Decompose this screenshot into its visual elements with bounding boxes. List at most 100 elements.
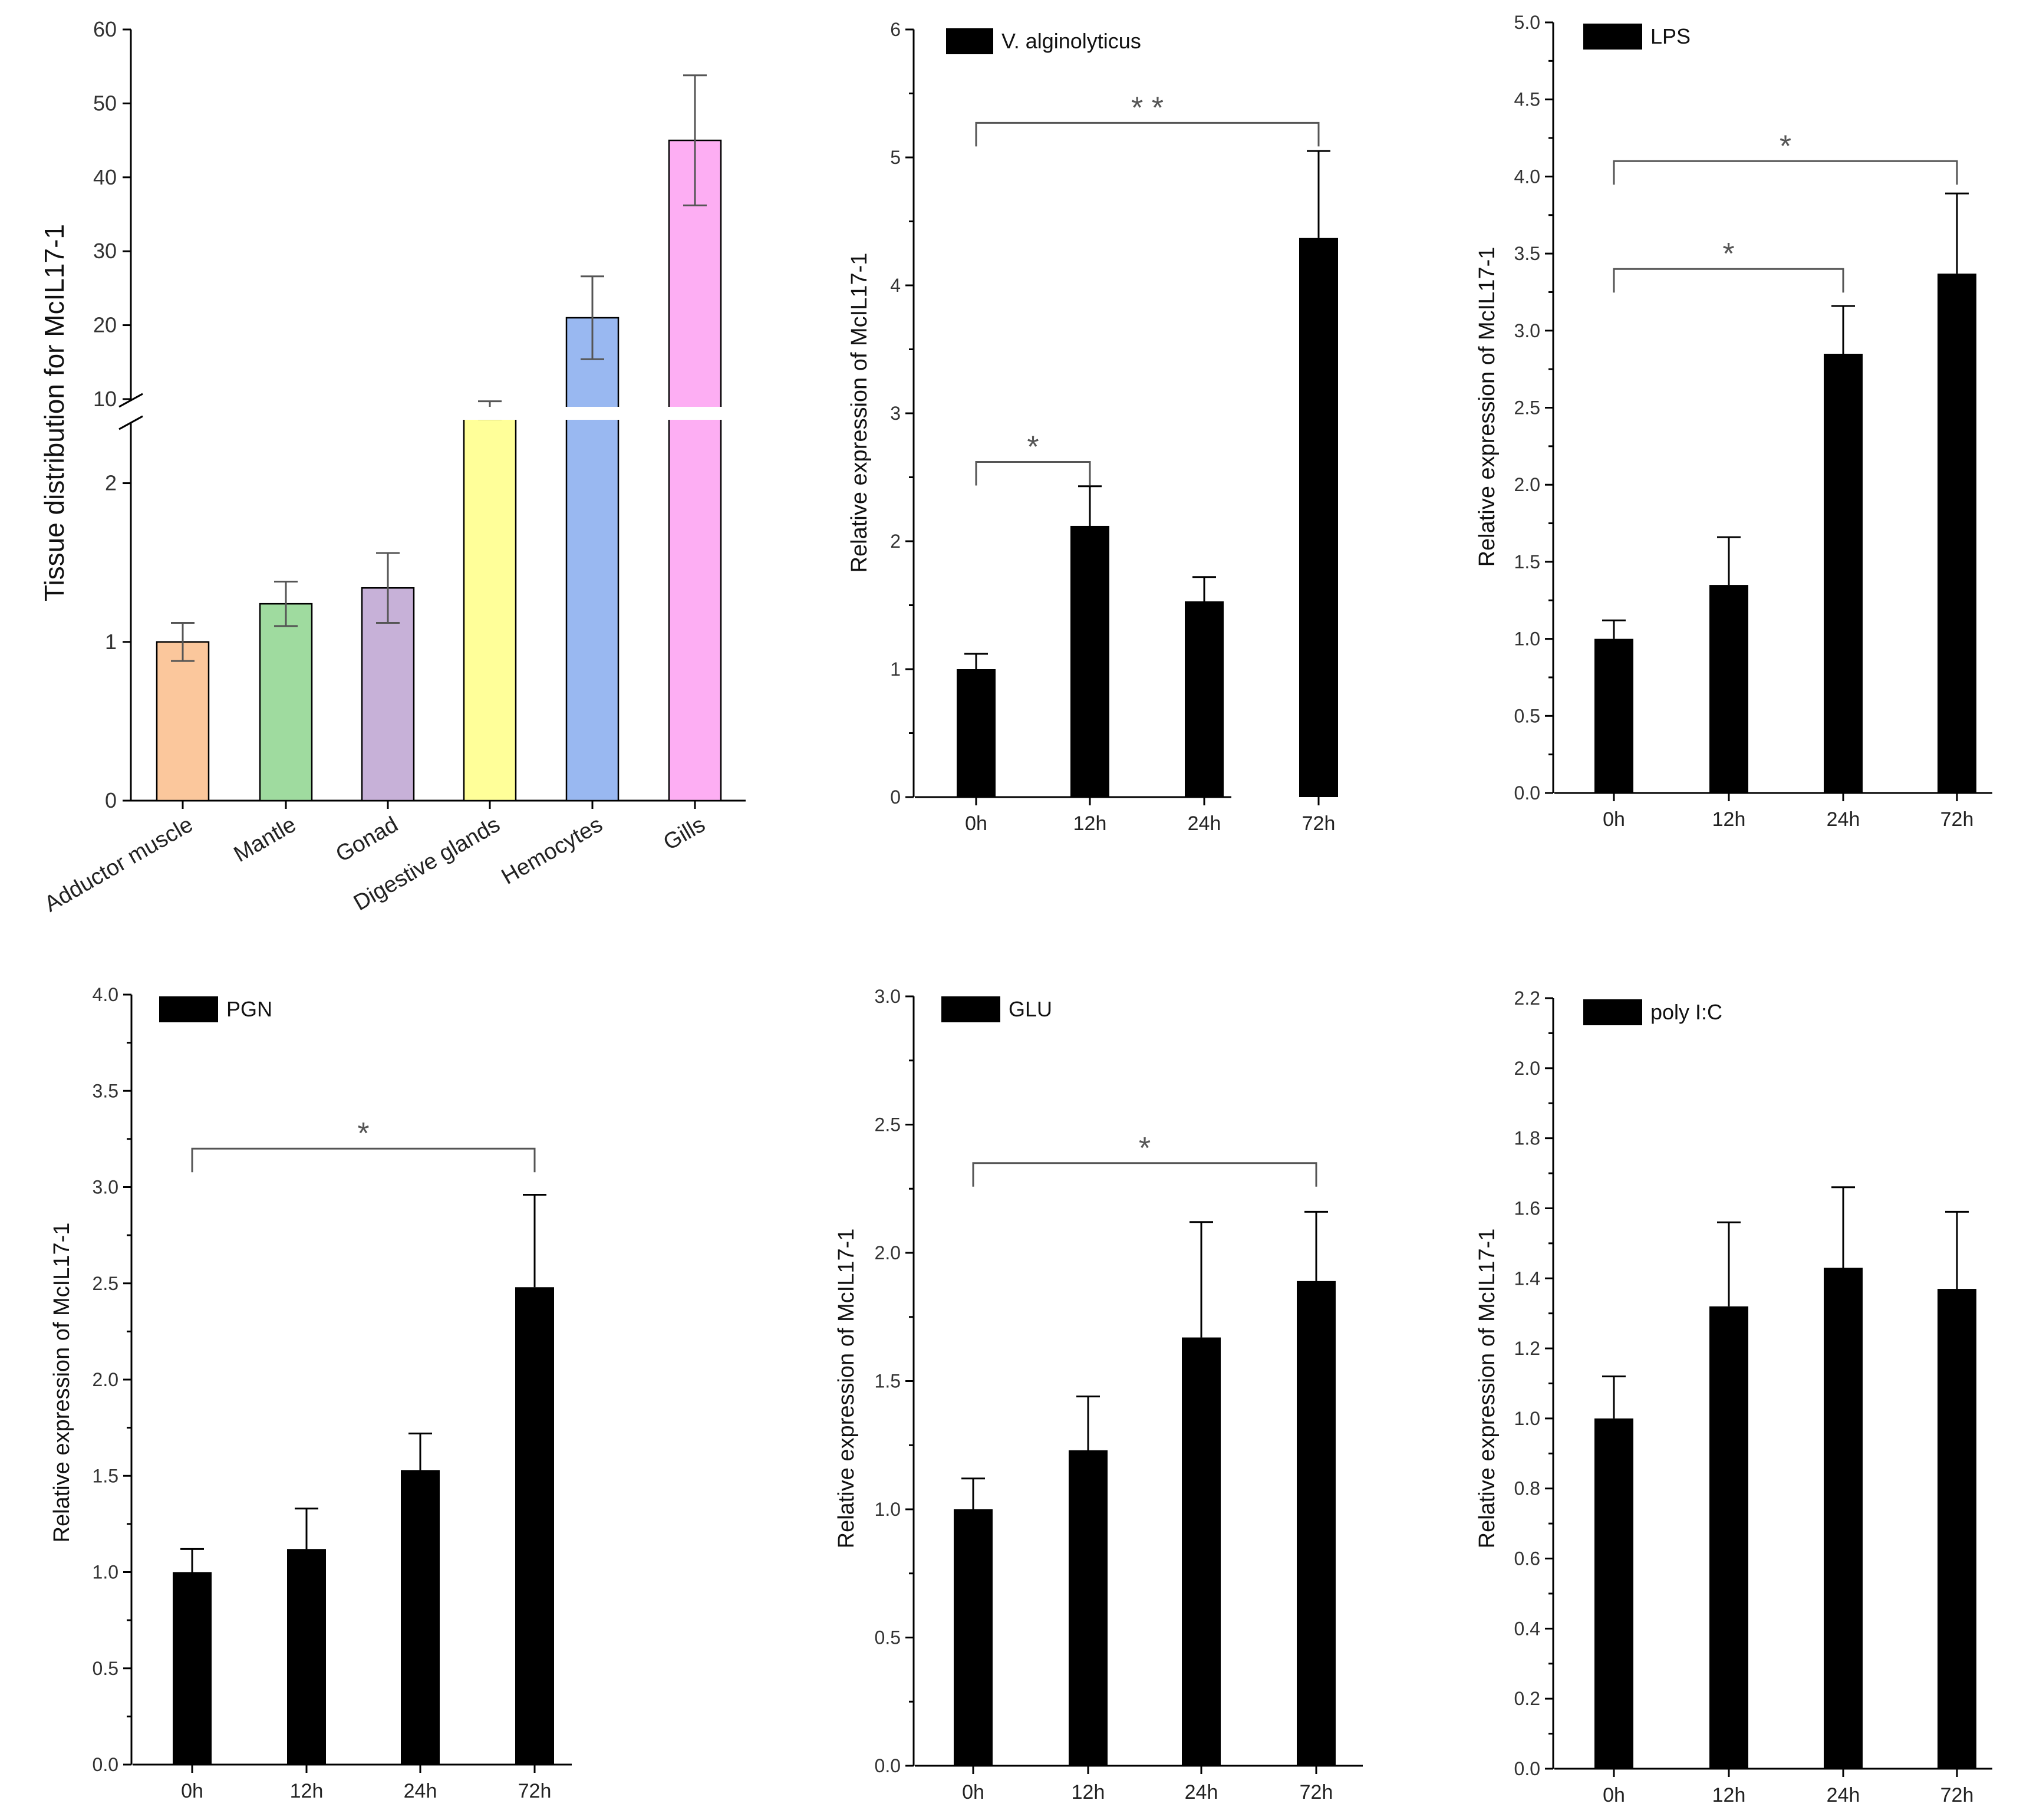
y-tick-label: 3.0 [93, 1177, 118, 1198]
significance-bracket [975, 121, 1320, 147]
bar-24h [1824, 354, 1863, 793]
significance-bracket [972, 1162, 1317, 1187]
y-tick-label: 1.6 [1514, 1197, 1540, 1219]
y-tick-label: 2.0 [93, 1369, 118, 1390]
y-tick-label: 2.5 [875, 1114, 901, 1136]
y-tick-label: 0 [105, 788, 117, 812]
y-tick-label: 0.5 [1514, 705, 1540, 726]
bar-0h [957, 669, 996, 797]
x-tick-label: 24h [1188, 812, 1221, 835]
poly-ic-chart: 0.0 0.2 0.4 0.6 0.8 1.0 1.2 1.4 1.6 1.8 2.0 2.2 0h 12… [1475, 988, 1992, 1806]
significance-star: * [1722, 237, 1734, 271]
legend-swatch [1583, 24, 1642, 50]
significance-bracket [1613, 160, 1958, 185]
significance-bracket [191, 1147, 536, 1173]
bar-hemocytes [565, 317, 620, 802]
legend-swatch [946, 28, 993, 54]
y-tick-label: 1.0 [93, 1562, 118, 1583]
x-tick-label: 0h [1603, 1784, 1625, 1806]
bar-12h [1709, 1306, 1748, 1769]
y-tick-label: 4.0 [93, 984, 118, 1005]
bar-adductor-muscle [156, 641, 210, 802]
y-tick-label: 1.2 [1514, 1338, 1540, 1359]
x-tick-label: 0h [181, 1780, 203, 1802]
y-tick-label: 1.8 [1514, 1128, 1540, 1149]
x-tick-label: 0h [1603, 808, 1625, 831]
significance-star: * * [1131, 91, 1164, 125]
bar-24h [1824, 1268, 1863, 1769]
y-tick-label: 50 [93, 91, 117, 115]
bar-digestive-glands [463, 409, 517, 802]
legend-swatch [159, 996, 218, 1022]
y-tick-label: 60 [93, 17, 117, 41]
y-tick-label: 2.0 [875, 1242, 901, 1263]
x-tick-label: 24h [1827, 1784, 1860, 1806]
x-tick-label: 72h [1302, 812, 1336, 835]
y-tick-label: 1.5 [875, 1371, 901, 1392]
lps-chart: 0.0 0.5 1.0 1.5 2.0 2.5 3.0 3.5 4.0 4.5 5.0 0h 12h 24… [1475, 12, 1992, 831]
bar-12h [1069, 1450, 1108, 1766]
bar-mantle [259, 603, 313, 802]
bar-72h [1299, 238, 1338, 798]
bar-0h [173, 1572, 212, 1765]
y-tick-label: 3.0 [1514, 320, 1540, 341]
bar-24h [1185, 601, 1224, 797]
bar-72h [1938, 274, 1976, 793]
y-tick-label: 1.5 [93, 1465, 118, 1486]
significance-bracket [975, 460, 1091, 486]
y-tick-label: 0.4 [1514, 1618, 1540, 1639]
y-tick-label: 0.0 [93, 1754, 118, 1775]
y-tick-label: 6 [890, 19, 901, 40]
bar-0h [1594, 639, 1633, 793]
legend-label: LPS [1650, 24, 1691, 48]
y-tick-label: 4.0 [1514, 166, 1540, 187]
y-tick-label: 1 [105, 630, 117, 654]
y-tick-label: 20 [93, 313, 117, 337]
x-tick-label: 72h [518, 1780, 552, 1802]
y-tick-label: 5.0 [1514, 12, 1540, 33]
significance-star: * [1139, 1131, 1151, 1166]
x-tick-label: 12h [1073, 812, 1107, 835]
significance-bracket [1613, 268, 1844, 293]
tissue-distribution-chart: 0 1 2 10 20 30 40 50 60 Adductor muscle Mantle Gona… [39, 17, 746, 917]
y-tick-label: 1.0 [875, 1499, 901, 1520]
pgn-chart: 0.0 0.5 1.0 1.5 2.0 2.5 3.0 3.5 4.0 0h 12h 24h 72h * P… [50, 984, 572, 1802]
y-tick-label: 2.5 [93, 1273, 118, 1294]
y-tick-label: 3.5 [93, 1080, 118, 1101]
v-alginolyticus-chart: 0 1 2 3 4 5 6 0h 12h 24h 72h * * * V. alginolyticus Re… [847, 19, 1338, 835]
y-axis-title: Relative expression of McIL17-1 [847, 253, 872, 573]
axis-break-gap [448, 407, 731, 420]
significance-star: * [357, 1117, 369, 1151]
x-tick-label: 72h [1940, 1784, 1974, 1806]
bar-72h [1938, 1289, 1976, 1769]
x-tick-label: 0h [965, 812, 987, 835]
y-axis-title: Tissue distribution for McIL17-1 [39, 224, 70, 601]
y-tick-label: 2 [890, 531, 901, 552]
significance-star: * [1780, 129, 1791, 163]
x-tick-label: 12h [1712, 808, 1746, 831]
x-tick-label: Hemocytes [497, 812, 607, 889]
y-axis-title: Relative expression of McIL17-1 [1475, 247, 1500, 567]
x-tick-label: Mantle [230, 812, 301, 867]
x-tick-label: 72h [1940, 808, 1974, 831]
y-tick-label: 1.0 [1514, 1408, 1540, 1429]
x-tick-label: 0h [962, 1781, 984, 1803]
y-tick-label: 5 [890, 147, 901, 168]
x-tick-label: 24h [1185, 1781, 1218, 1803]
x-tick-label: 72h [1300, 1781, 1333, 1803]
y-tick-label: 0.5 [93, 1658, 118, 1679]
bar-gills [668, 139, 722, 802]
bar-72h [1297, 1281, 1336, 1766]
legend-label: GLU [1009, 997, 1052, 1021]
axis-break-mark [118, 393, 143, 408]
bar-24h [401, 1470, 440, 1765]
y-tick-label: 4.5 [1514, 89, 1540, 110]
y-tick-label: 1.0 [1514, 628, 1540, 650]
x-tick-label: 24h [1827, 808, 1860, 831]
y-tick-label: 30 [93, 239, 117, 263]
legend-label: V. alginolyticus [1001, 29, 1141, 53]
bar-0h [954, 1509, 993, 1766]
y-tick-label: 1 [890, 659, 901, 680]
legend-label: PGN [226, 997, 272, 1021]
